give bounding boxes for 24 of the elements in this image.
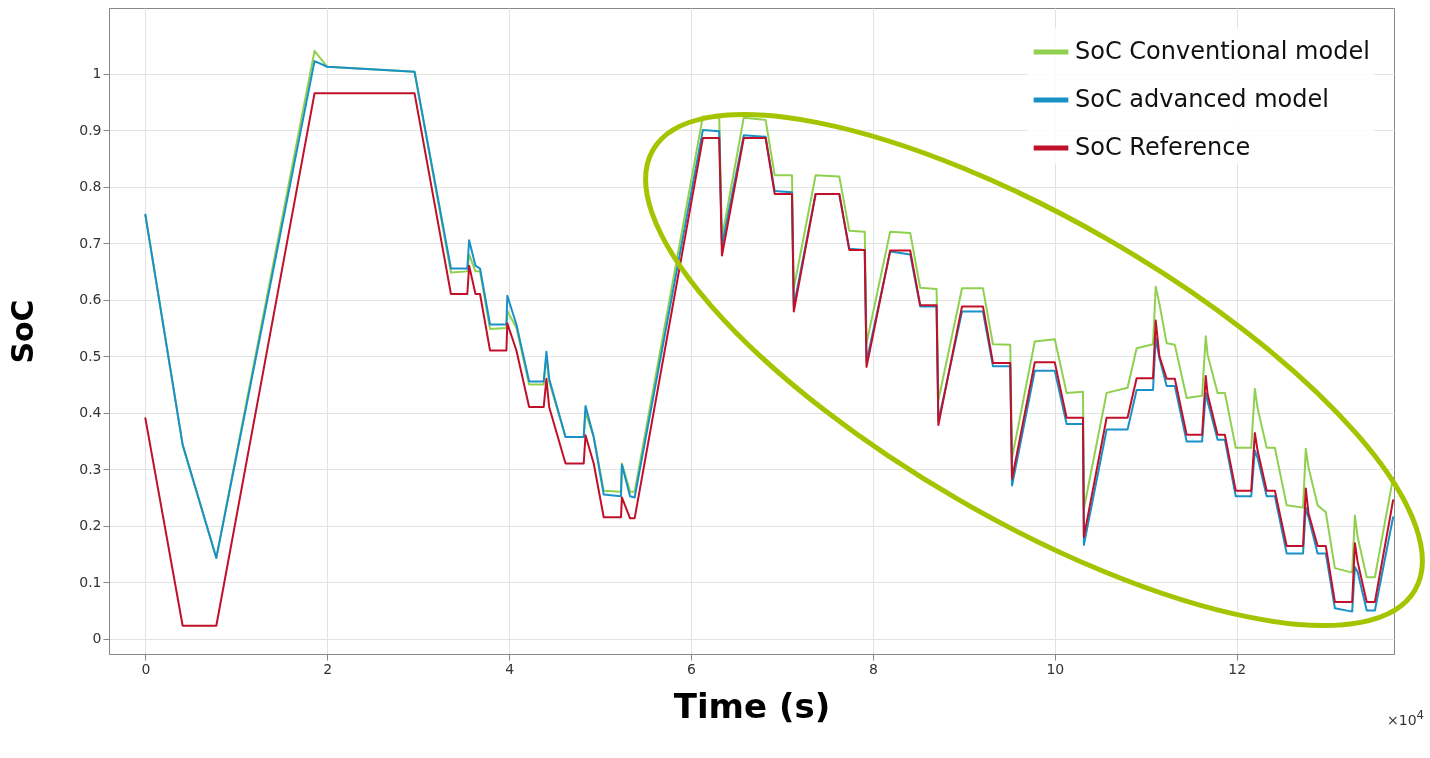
- y-tick-label: 0.1: [79, 573, 102, 590]
- y-tick-label: 0.8: [79, 178, 102, 195]
- x-axis-title: Time (s): [673, 685, 831, 726]
- y-tick-label: 0.5: [79, 347, 102, 364]
- x-tick-label: 12: [1228, 660, 1247, 677]
- x-tick-label: 10: [1046, 660, 1065, 677]
- x-tick-label: 8: [868, 660, 878, 677]
- y-tick-label: 0.6: [79, 291, 102, 308]
- text: ×10$^{4}$: [1387, 708, 1424, 728]
- y-tick-label: 0.3: [79, 460, 102, 477]
- x-tick-label: 6: [687, 660, 697, 677]
- legend-label: SoC Conventional model: [1075, 37, 1370, 65]
- y-tick-label: 0.9: [79, 121, 102, 138]
- x-tick-label: 2: [323, 660, 333, 677]
- y-axis-title: SoC: [5, 299, 41, 364]
- y-tick-label: 0: [92, 630, 102, 647]
- legend-label: SoC Reference: [1075, 133, 1251, 161]
- y-tick-label: 1: [92, 65, 102, 82]
- y-tick-label: 0.2: [79, 517, 102, 534]
- y-tick-label: 0.4: [79, 404, 102, 421]
- x-tick-label: 4: [505, 660, 515, 677]
- y-tick-label: 0.7: [79, 234, 102, 251]
- x-tick-label: 0: [141, 660, 151, 677]
- legend-label: SoC advanced model: [1075, 85, 1329, 113]
